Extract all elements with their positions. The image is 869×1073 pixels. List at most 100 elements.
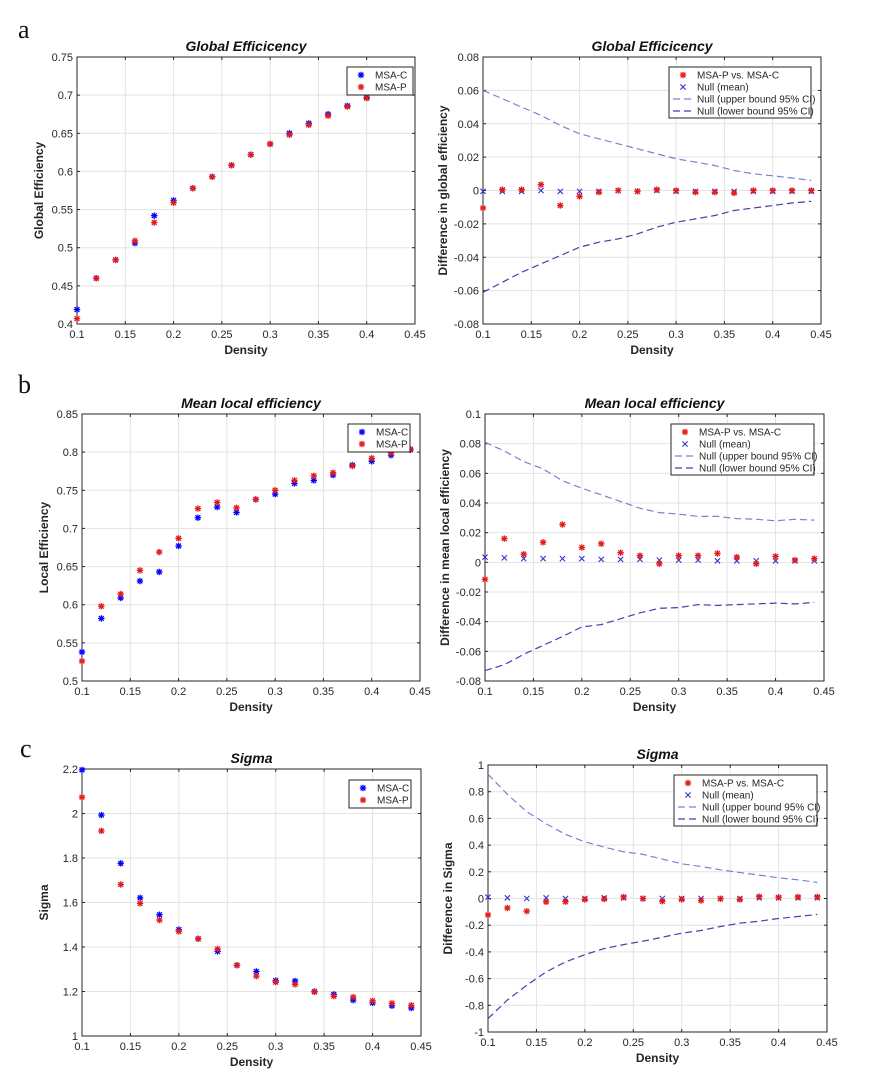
- x-tick-label: 0.3: [674, 1037, 689, 1049]
- point-msa-p: [151, 219, 158, 226]
- x-tick-label: 0.25: [216, 686, 237, 698]
- axes-box: [484, 413, 825, 682]
- x-axis-label: Density: [633, 700, 677, 714]
- legend-marker-asterisk: [358, 440, 366, 448]
- y-tick-label: -1: [474, 1027, 484, 1039]
- point-msa-p-vs-msa-c: [811, 555, 818, 562]
- point-null-mean: [617, 556, 624, 563]
- point-msa-p-vs-msa-c: [675, 552, 682, 559]
- point-null-mean: [675, 557, 682, 564]
- point-msa-p-vs-msa-c: [788, 187, 796, 194]
- point-msa-p-vs-msa-c: [481, 576, 489, 583]
- y-tick-label: 0.06: [458, 85, 479, 97]
- point-msa-p-vs-msa-c: [539, 539, 547, 546]
- point-msa-p-vs-msa-c: [557, 202, 564, 209]
- point-msa-p-vs-msa-c: [559, 521, 566, 528]
- point-msa-p-vs-msa-c: [736, 896, 744, 903]
- legend-entry: Null (mean): [697, 83, 749, 94]
- legend-entry: MSA-P vs. MSA-C: [697, 71, 779, 82]
- x-tick-label: 0.2: [572, 329, 587, 341]
- point-msa-p: [136, 567, 144, 574]
- point-msa-c: [310, 477, 317, 484]
- legend-marker-asterisk: [679, 71, 687, 79]
- x-tick-label: 0.15: [523, 686, 544, 698]
- x-axis-label: Density: [630, 343, 674, 357]
- x-tick-label: 0.2: [171, 1041, 186, 1053]
- point-msa-p-vs-msa-c: [537, 181, 545, 188]
- x-tick-label: 0.3: [268, 1041, 283, 1053]
- point-msa-p: [156, 916, 163, 924]
- legend-marker-asterisk: [357, 83, 365, 91]
- x-tick-label: 0.15: [115, 329, 136, 341]
- point-msa-p: [194, 505, 202, 512]
- plot-area: [82, 414, 420, 681]
- series-line-upper-ci: [487, 773, 818, 884]
- point-msa-p-vs-msa-c: [678, 896, 685, 903]
- point-msa-c: [175, 542, 182, 550]
- axes-box: [487, 764, 828, 1033]
- point-msa-p-vs-msa-c: [814, 893, 821, 901]
- y-tick-label: -0.02: [454, 219, 479, 231]
- axes-box: [76, 56, 416, 325]
- point-msa-p: [78, 794, 86, 801]
- point-msa-p-vs-msa-c: [730, 189, 738, 197]
- legend-entry: Null (mean): [702, 791, 754, 802]
- point-msa-p: [305, 121, 312, 129]
- legend-entry: Null (upper bound 95% CI): [702, 803, 820, 814]
- x-tick-label: 0.45: [410, 1041, 431, 1053]
- x-tick-label: 0.3: [267, 686, 282, 698]
- point-msa-p-vs-msa-c: [601, 895, 608, 903]
- point-msa-c: [73, 306, 81, 313]
- y-tick-label: 1.8: [63, 853, 78, 865]
- legend-entry: MSA-C: [376, 428, 408, 439]
- y-tick-label: 0.6: [469, 813, 484, 825]
- point-null-mean: [482, 554, 488, 561]
- chart-c-left: 0.1 0.15 0.2 0.25 0.3 0.35 0.4 0.45 1 1.2 1.4 1.6 1.…: [37, 750, 432, 1069]
- point-msa-p-vs-msa-c: [714, 550, 721, 557]
- x-tick-label: 0.45: [816, 1037, 837, 1049]
- point-msa-p: [344, 103, 351, 110]
- y-tick-label: 0.08: [460, 439, 481, 451]
- point-null-mean: [695, 557, 702, 564]
- x-axis-label: Density: [224, 343, 268, 357]
- series-line-upper-ci: [482, 89, 812, 182]
- x-tick-label: 0.3: [671, 686, 686, 698]
- y-tick-label: -0.06: [454, 286, 479, 298]
- point-msa-p-vs-msa-c: [504, 904, 511, 912]
- legend-entry: MSA-P vs. MSA-C: [702, 779, 784, 790]
- point-msa-p: [98, 827, 105, 835]
- point-msa-p-vs-msa-c: [692, 188, 699, 196]
- x-tick-label: 0.15: [120, 1041, 141, 1053]
- x-tick-label: 0.2: [171, 686, 186, 698]
- point-msa-p: [156, 548, 163, 556]
- point-msa-p-vs-msa-c: [694, 552, 702, 559]
- y-tick-label: 1.4: [63, 942, 78, 954]
- panel-label-a: a: [18, 15, 30, 44]
- y-tick-label: 0.02: [458, 152, 479, 164]
- legend-entry: Null (upper bound 95% CI): [697, 95, 815, 106]
- point-null-mean: [576, 188, 583, 195]
- point-msa-p: [233, 504, 240, 512]
- axes-box: [81, 413, 421, 682]
- chart-title: Mean local efficiency: [585, 395, 726, 411]
- legend-entry: MSA-P: [377, 796, 409, 807]
- legend-entry: MSA-C: [377, 784, 409, 795]
- point-msa-p: [214, 945, 221, 953]
- point-msa-p-vs-msa-c: [499, 186, 506, 193]
- point-msa-p-vs-msa-c: [636, 552, 644, 559]
- y-tick-label: 0.55: [52, 205, 73, 217]
- chart-title: Sigma: [636, 746, 678, 762]
- point-msa-p: [214, 499, 221, 506]
- x-tick-label: 0.4: [765, 329, 780, 341]
- point-msa-p: [136, 900, 144, 907]
- point-msa-p-vs-msa-c: [578, 544, 586, 551]
- chart-c-right: 0.1 0.15 0.2 0.25 0.3 0.35 0.4 0.45 -1 -0.8 -0.6 -0…: [441, 746, 838, 1065]
- y-tick-label: 0: [478, 894, 484, 906]
- point-msa-p: [93, 275, 100, 282]
- point-null-mean: [523, 895, 530, 902]
- y-tick-label: -0.06: [456, 646, 481, 658]
- y-tick-label: 0.04: [460, 498, 481, 510]
- y-tick-label: 1: [72, 1031, 78, 1043]
- y-tick-label: 0.55: [57, 638, 78, 650]
